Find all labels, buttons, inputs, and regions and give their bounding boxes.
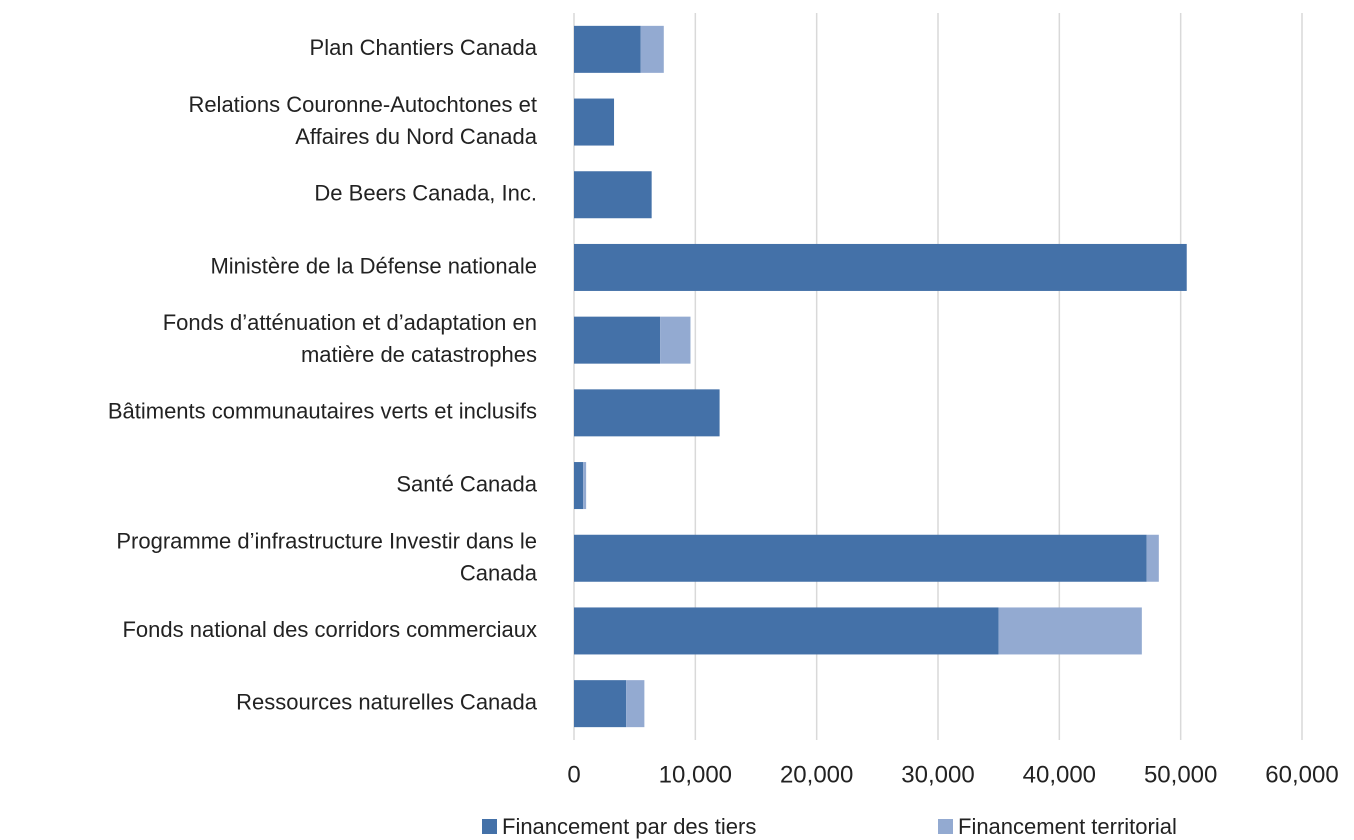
legend-item: Financement territorial xyxy=(938,814,1177,839)
legend-swatch xyxy=(482,819,497,834)
legend-label: Financement par des tiers xyxy=(502,814,756,839)
x-tick-label: 20,000 xyxy=(780,761,853,788)
legend-label: Financement territorial xyxy=(958,814,1177,839)
bar xyxy=(660,316,691,364)
y-tick-label: Fonds national des corridors commerciaux xyxy=(122,617,537,642)
y-tick-label: Relations Couronne-Autochtones et Affaire… xyxy=(188,92,537,149)
bar xyxy=(574,462,584,510)
bar xyxy=(574,680,627,728)
x-tick-label: 50,000 xyxy=(1144,761,1217,788)
bar xyxy=(574,389,720,437)
x-tick-label: 60,000 xyxy=(1265,761,1338,788)
y-tick-label: Plan Chantiers Canada xyxy=(310,35,538,60)
y-tick-label: Programme d’infrastructure Investir dans… xyxy=(116,528,537,585)
bar xyxy=(574,243,1187,291)
y-tick-label: Bâtiments communautaires verts et inclus… xyxy=(108,399,537,424)
bar xyxy=(574,98,615,146)
y-tick-label: De Beers Canada, Inc. xyxy=(314,181,537,206)
x-tick-label: 40,000 xyxy=(1023,761,1096,788)
bar xyxy=(574,607,999,655)
y-tick-label: Ressources naturelles Canada xyxy=(236,689,538,714)
legend-item: Financement par des tiers xyxy=(482,814,756,839)
y-tick-label: Ministère de la Défense nationale xyxy=(210,253,537,278)
bar xyxy=(574,171,652,219)
bar xyxy=(626,680,645,728)
x-tick-label: 0 xyxy=(567,761,580,788)
bar xyxy=(1146,534,1159,582)
bar xyxy=(998,607,1142,655)
bar xyxy=(574,534,1147,582)
x-tick-label: 30,000 xyxy=(901,761,974,788)
bar xyxy=(640,25,664,73)
y-tick-label: Fonds d’atténuation et d’adaptation en ma… xyxy=(163,310,537,367)
bar xyxy=(583,462,587,510)
y-tick-label: Santé Canada xyxy=(396,471,537,496)
bar xyxy=(574,25,641,73)
x-tick-label: 10,000 xyxy=(659,761,732,788)
legend-swatch xyxy=(938,819,953,834)
bar xyxy=(574,316,661,364)
